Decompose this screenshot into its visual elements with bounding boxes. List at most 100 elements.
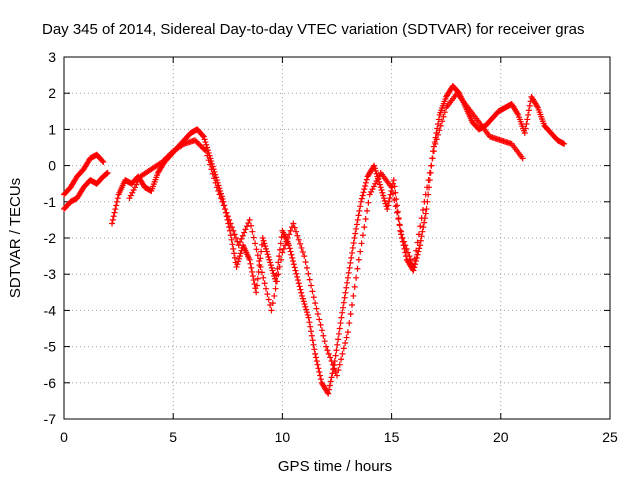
data-point (126, 195, 133, 202)
data-point (423, 206, 430, 213)
data-point (99, 158, 106, 165)
x-tick-label: 5 (169, 429, 177, 445)
data-point (402, 242, 409, 249)
data-point (134, 178, 141, 185)
data-point (350, 239, 357, 246)
data-point (299, 295, 306, 302)
data-point (352, 230, 359, 237)
data-point (284, 235, 291, 241)
data-point (287, 227, 294, 234)
data-point (317, 376, 324, 383)
data-point (250, 234, 257, 241)
data-point (246, 256, 253, 263)
data-point (361, 186, 368, 193)
x-tick-label: 25 (602, 429, 618, 445)
data-point (397, 227, 404, 234)
data-point (136, 176, 143, 183)
data-point (204, 152, 211, 159)
data-point (265, 296, 272, 303)
data-point (248, 264, 255, 271)
y-tick-label: -2 (44, 230, 57, 246)
data-point (419, 206, 426, 213)
data-point (270, 270, 277, 277)
data-point (362, 182, 369, 189)
series-trace-a (61, 169, 111, 213)
data-point (422, 210, 429, 217)
data-point (286, 245, 293, 252)
data-point (353, 221, 360, 228)
data-point (416, 245, 423, 252)
data-point (294, 277, 301, 284)
data-point (428, 162, 435, 169)
data-point (266, 256, 273, 263)
data-point (224, 213, 231, 220)
data-point (293, 270, 300, 277)
data-point (241, 229, 248, 236)
data-point (344, 329, 351, 336)
data-point (340, 299, 347, 306)
data-point (283, 238, 290, 245)
data-point (230, 227, 237, 234)
data-point (345, 269, 352, 276)
data-point (335, 367, 342, 374)
data-point (312, 354, 319, 361)
data-point (200, 133, 207, 140)
data-point (381, 197, 388, 204)
data-point (294, 273, 301, 280)
data-point (440, 113, 447, 120)
data-point (299, 292, 306, 299)
data-point (318, 327, 325, 334)
data-point (376, 172, 383, 179)
data-point (414, 251, 421, 258)
data-point (371, 165, 378, 172)
data-point (354, 265, 361, 272)
data-point (299, 249, 306, 256)
data-point (417, 223, 424, 230)
data-point (249, 228, 256, 235)
data-point (229, 241, 236, 248)
data-point (295, 236, 302, 243)
data-point (354, 216, 361, 223)
data-point (310, 341, 317, 348)
data-point (261, 240, 268, 247)
data-point (308, 332, 315, 339)
data-point (219, 198, 226, 205)
data-point (421, 219, 428, 226)
y-tick-label: -4 (44, 302, 57, 318)
data-point (317, 372, 324, 379)
data-point (303, 264, 310, 271)
data-point (305, 270, 312, 277)
chart-title: Day 345 of 2014, Sidereal Day-to-day VTE… (42, 21, 584, 38)
data-point (228, 224, 235, 231)
data-point (235, 255, 242, 262)
data-point (534, 103, 541, 110)
y-tick-label: -6 (44, 375, 57, 391)
data-point (263, 245, 270, 252)
data-point (418, 215, 425, 222)
y-tick-label: 2 (48, 85, 56, 101)
data-point (298, 289, 305, 296)
data-point (343, 284, 350, 291)
data-point (250, 277, 257, 284)
data-point (159, 158, 166, 165)
data-point (353, 225, 360, 232)
series-trace-b (61, 151, 107, 198)
data-point (228, 236, 235, 243)
data-point (413, 247, 420, 254)
data-point (346, 264, 353, 271)
data-point (519, 155, 526, 162)
data-point (200, 145, 207, 152)
data-point (197, 142, 204, 149)
data-point (365, 199, 372, 206)
data-point (425, 177, 432, 184)
data-point (312, 300, 319, 307)
data-point (335, 330, 342, 337)
data-point (422, 191, 429, 198)
data-point (254, 252, 261, 259)
data-point (290, 258, 297, 265)
data-point (205, 157, 212, 164)
data-point (311, 346, 318, 353)
data-point (339, 350, 346, 357)
data-point (208, 166, 215, 173)
data-point (309, 288, 316, 295)
